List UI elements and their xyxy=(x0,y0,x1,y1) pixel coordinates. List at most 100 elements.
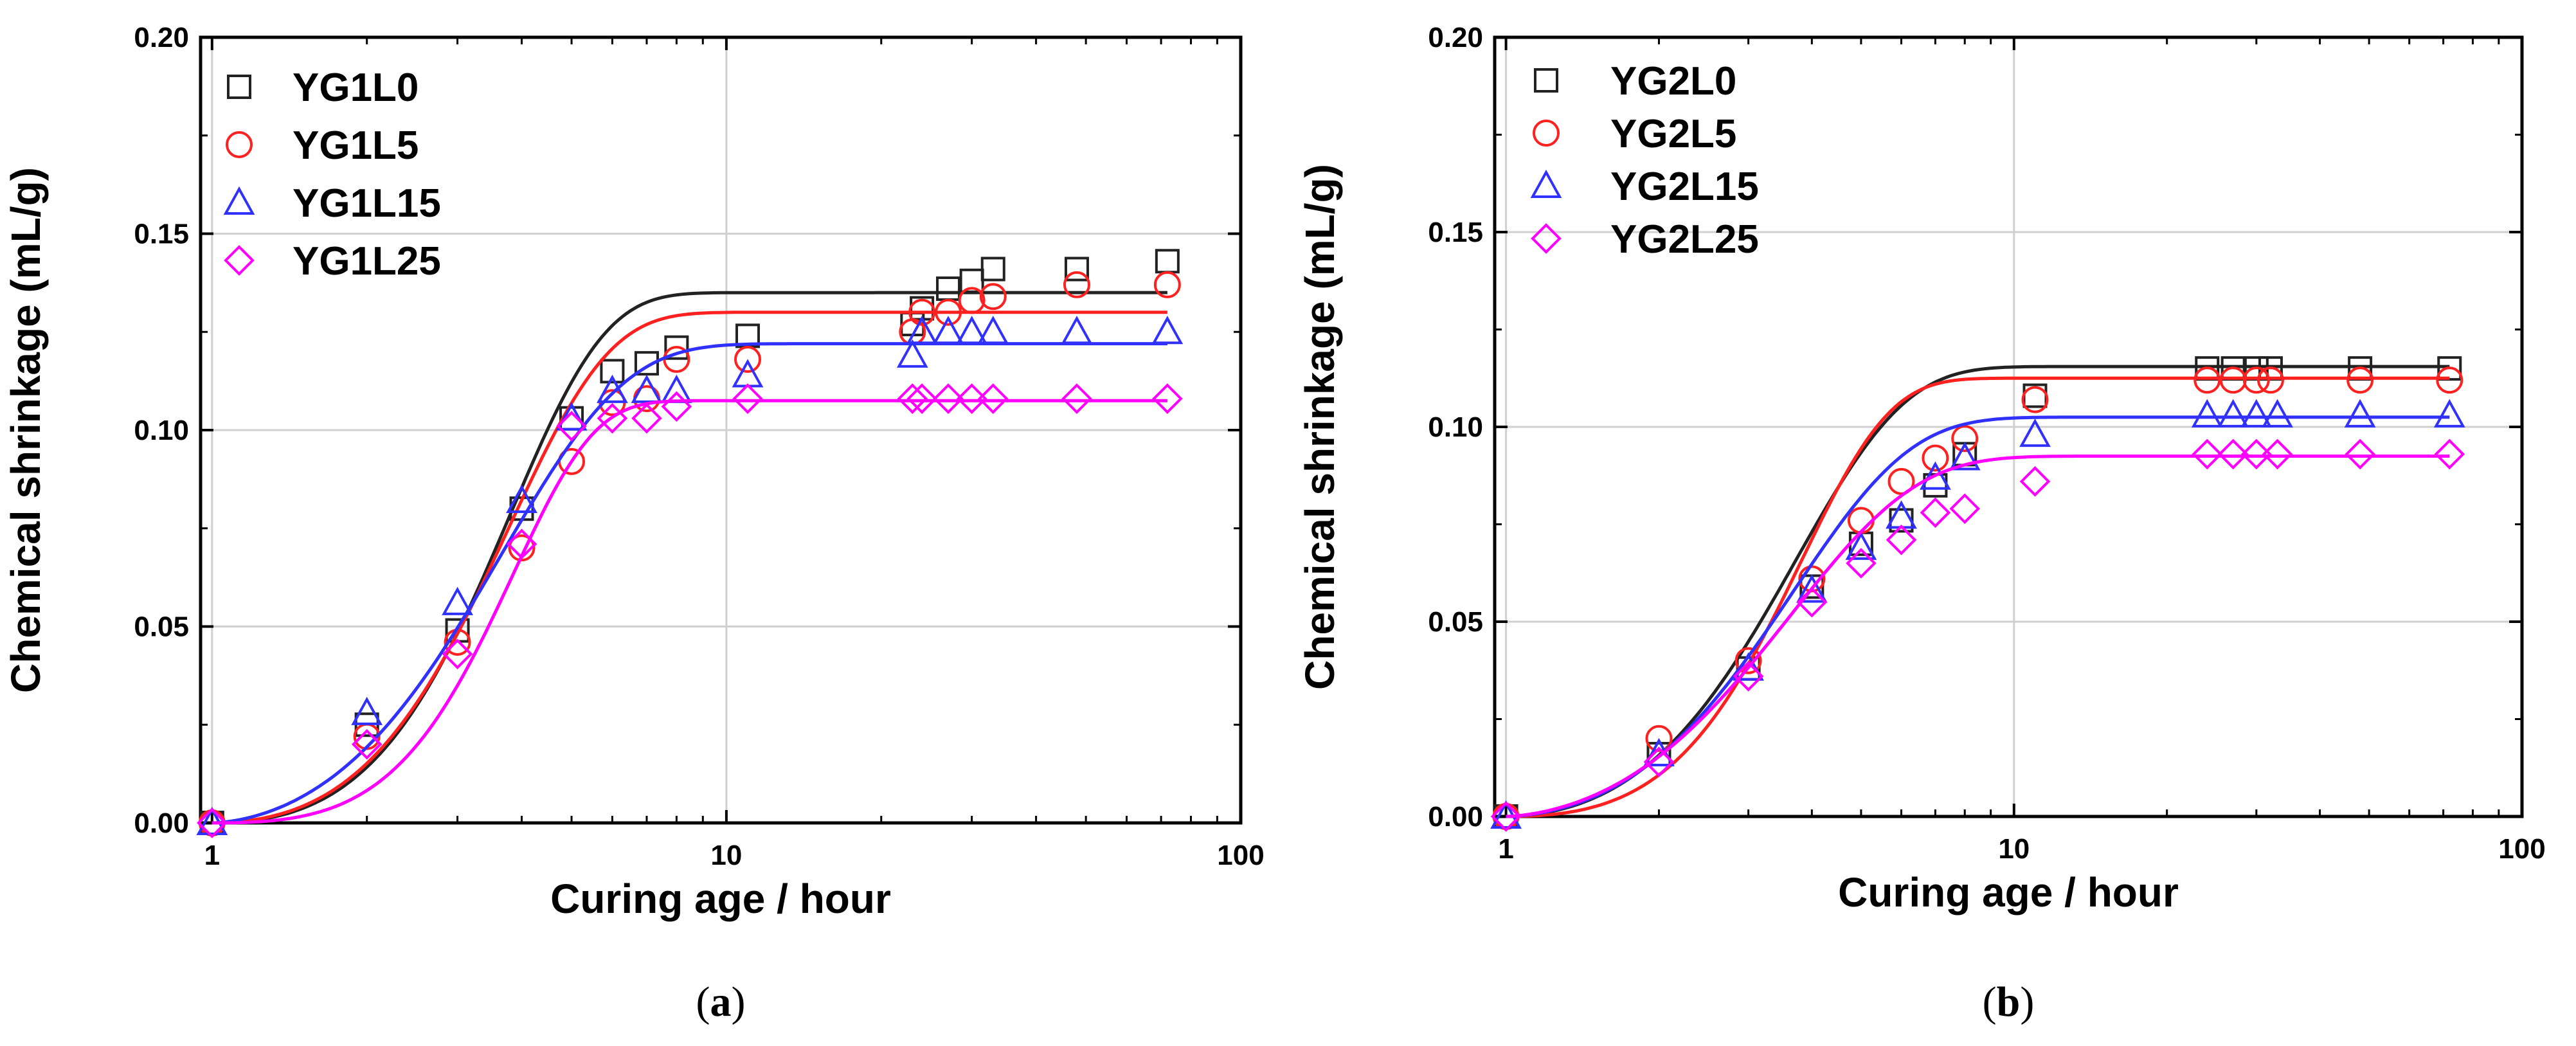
data-point-yg1l15 xyxy=(977,316,1009,345)
data-point-yg1l15 xyxy=(506,484,537,513)
caption-letter: a xyxy=(710,978,732,1025)
caption-close: ) xyxy=(732,978,746,1025)
data-point-yg2l15 xyxy=(2217,399,2249,428)
data-point-yg2l15 xyxy=(1920,461,1951,490)
y-tick-label: 0.20 xyxy=(134,22,189,53)
y-tick-label: 0.10 xyxy=(134,415,189,446)
data-point-yg2l15 xyxy=(1845,531,1877,560)
legend-marker-yg2l5 xyxy=(1533,120,1560,147)
legend-label-yg1l15: YG1L15 xyxy=(293,181,441,226)
y-tick-label: 0.10 xyxy=(1428,411,1483,443)
y-axis-title: Chemical shrinkage (mL/g) xyxy=(1297,164,1343,690)
data-point-yg2l25 xyxy=(2262,438,2293,470)
y-tick-label: 0.05 xyxy=(1428,606,1483,638)
data-point-yg1l5 xyxy=(908,298,936,326)
x-tick-label: 100 xyxy=(2498,833,2545,865)
y-tick-label: 0.00 xyxy=(1428,801,1483,833)
data-point-yg2l25 xyxy=(1846,548,1877,579)
data-point-yg1l25 xyxy=(661,391,692,422)
data-point-yg2l15 xyxy=(2433,399,2465,428)
data-point-yg1l5 xyxy=(935,298,962,326)
data-point-yg2l5 xyxy=(1922,444,1949,472)
data-point-yg2l25 xyxy=(1920,497,1951,528)
legend-label-yg1l5: YG1L5 xyxy=(293,123,419,168)
y-tick-label: 0.15 xyxy=(1428,217,1483,248)
data-point-yg1l25 xyxy=(897,383,928,414)
data-point-yg2l25 xyxy=(1490,801,1522,832)
data-point-yg2l15 xyxy=(2240,399,2273,428)
data-point-yg2l5 xyxy=(1847,507,1875,534)
data-point-yg2l25 xyxy=(1643,746,1675,777)
data-point-yg1l15 xyxy=(1061,316,1093,345)
data-point-yg2l15 xyxy=(2191,399,2223,428)
data-point-yg1l25 xyxy=(906,383,937,414)
data-point-yg2l15 xyxy=(1733,652,1765,681)
data-point-yg2l5 xyxy=(1645,725,1673,752)
data-point-yg2l5 xyxy=(2193,366,2221,394)
x-tick-label: 100 xyxy=(1217,840,1264,871)
data-point-yg2l5 xyxy=(1887,467,1915,495)
x-tick-label: 10 xyxy=(1998,833,2030,865)
legend-marker-yg1l25 xyxy=(224,245,255,276)
data-point-yg1l25 xyxy=(506,528,537,560)
data-point-yg2l5 xyxy=(2346,366,2374,394)
data-point-yg2l25 xyxy=(2240,438,2272,470)
panel-caption: (b) xyxy=(1983,978,2035,1025)
data-point-yg2l15 xyxy=(2019,418,2051,447)
legend-marker-yg1l5 xyxy=(226,131,253,158)
y-tick-label: 0.05 xyxy=(134,611,189,643)
data-point-yg1l25 xyxy=(1061,383,1092,414)
data-point-yg1l15 xyxy=(932,316,964,345)
data-point-yg2l25 xyxy=(2434,438,2465,470)
data-point-yg2l5 xyxy=(2021,386,2049,413)
caption-open: ( xyxy=(1983,978,1997,1025)
data-point-yg1l25 xyxy=(631,402,662,434)
data-point-yg1l5 xyxy=(1153,271,1181,298)
data-point-yg1l5 xyxy=(734,346,762,374)
fit-curve-yg1l5 xyxy=(212,311,1167,825)
data-point-yg1l15 xyxy=(896,339,928,368)
data-point-yg1l15 xyxy=(906,316,938,345)
panel-caption: (a) xyxy=(696,978,746,1025)
data-point-yg1l25 xyxy=(933,383,964,414)
data-point-yg1l5 xyxy=(979,283,1007,311)
y-tick-label: 0.15 xyxy=(134,219,189,250)
x-axis-title: Curing age / hour xyxy=(1838,869,2179,915)
data-point-yg1l25 xyxy=(442,638,473,670)
legend-label-yg1l0: YG1L0 xyxy=(293,66,419,110)
legend-marker-yg1l15 xyxy=(223,186,255,215)
data-point-yg1l25 xyxy=(196,807,228,838)
data-point-yg1l25 xyxy=(556,411,587,442)
data-point-yg2l25 xyxy=(1886,524,1917,555)
data-point-yg1l15 xyxy=(555,402,588,431)
chart-panel-a: 0.00 0.05 0.10 0.15 0.20 1 10 100 Curing age / h… xyxy=(3,22,1265,1025)
caption-open: ( xyxy=(696,978,710,1025)
y-axis-title: Chemical shrinkage (mL/g) xyxy=(3,167,49,693)
data-point-yg2l5 xyxy=(2256,366,2284,394)
legend-label-yg2l0: YG2L0 xyxy=(1610,59,1736,104)
data-point-yg1l25 xyxy=(1152,383,1183,414)
legend-marker-yg2l15 xyxy=(1530,169,1562,198)
legend-label-yg2l15: YG2L15 xyxy=(1610,165,1759,209)
data-point-yg1l5 xyxy=(958,287,986,314)
data-point-yg1l25 xyxy=(956,383,987,414)
data-point-yg1l15 xyxy=(442,586,473,615)
x-tick-label: 10 xyxy=(710,840,742,871)
data-point-yg1l0 xyxy=(600,359,625,384)
data-point-yg1l25 xyxy=(977,383,1009,414)
y-tick-label: 0.20 xyxy=(1428,22,1483,53)
data-point-yg2l5 xyxy=(1734,647,1762,674)
legend-marker-yg2l0 xyxy=(1534,68,1558,93)
data-point-yg2l25 xyxy=(2019,466,2051,497)
data-point-yg1l15 xyxy=(351,696,383,725)
data-point-yg1l0 xyxy=(980,257,1005,282)
data-point-yg1l5 xyxy=(508,534,536,562)
data-point-yg1l0 xyxy=(1064,257,1089,282)
data-point-yg1l25 xyxy=(732,383,763,414)
legend-marker-yg1l0 xyxy=(227,75,251,99)
fit-curve-yg1l0 xyxy=(212,291,1167,825)
legend-marker-yg2l25 xyxy=(1531,223,1562,254)
fit-curve-yg1l25 xyxy=(212,399,1167,825)
x-axis-title: Curing age / hour xyxy=(550,876,891,922)
